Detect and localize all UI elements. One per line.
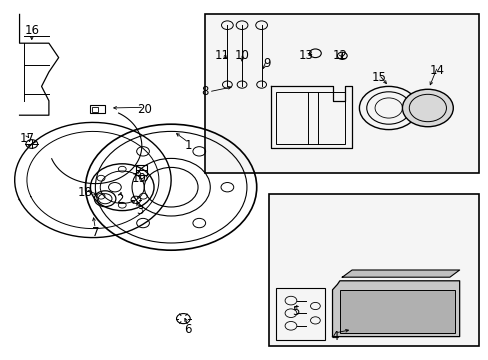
Text: 11: 11 xyxy=(215,49,229,62)
Text: 4: 4 xyxy=(330,330,338,343)
Text: 7: 7 xyxy=(91,226,99,239)
Bar xyxy=(276,92,344,144)
Text: 15: 15 xyxy=(371,71,386,84)
Text: 18: 18 xyxy=(78,186,93,199)
Bar xyxy=(90,105,105,113)
Text: 16: 16 xyxy=(24,24,39,37)
Polygon shape xyxy=(332,281,459,337)
Text: 17: 17 xyxy=(20,132,34,145)
Text: 6: 6 xyxy=(184,323,192,336)
Bar xyxy=(136,165,146,175)
Text: 5: 5 xyxy=(291,305,299,318)
Bar xyxy=(92,107,98,112)
Text: 3: 3 xyxy=(135,204,143,217)
Text: 12: 12 xyxy=(332,49,346,62)
Text: 10: 10 xyxy=(234,49,249,62)
Text: 20: 20 xyxy=(137,103,151,116)
Text: 8: 8 xyxy=(201,85,209,98)
Text: 13: 13 xyxy=(298,49,312,62)
Text: 9: 9 xyxy=(262,57,270,69)
Text: 19: 19 xyxy=(132,172,146,185)
Polygon shape xyxy=(342,270,459,277)
Bar xyxy=(276,288,325,340)
Bar xyxy=(205,14,478,173)
Text: 2: 2 xyxy=(116,193,123,206)
Text: 14: 14 xyxy=(429,64,444,77)
Bar xyxy=(339,290,454,333)
Circle shape xyxy=(402,89,452,127)
Bar xyxy=(268,194,478,346)
Text: 1: 1 xyxy=(184,139,192,152)
